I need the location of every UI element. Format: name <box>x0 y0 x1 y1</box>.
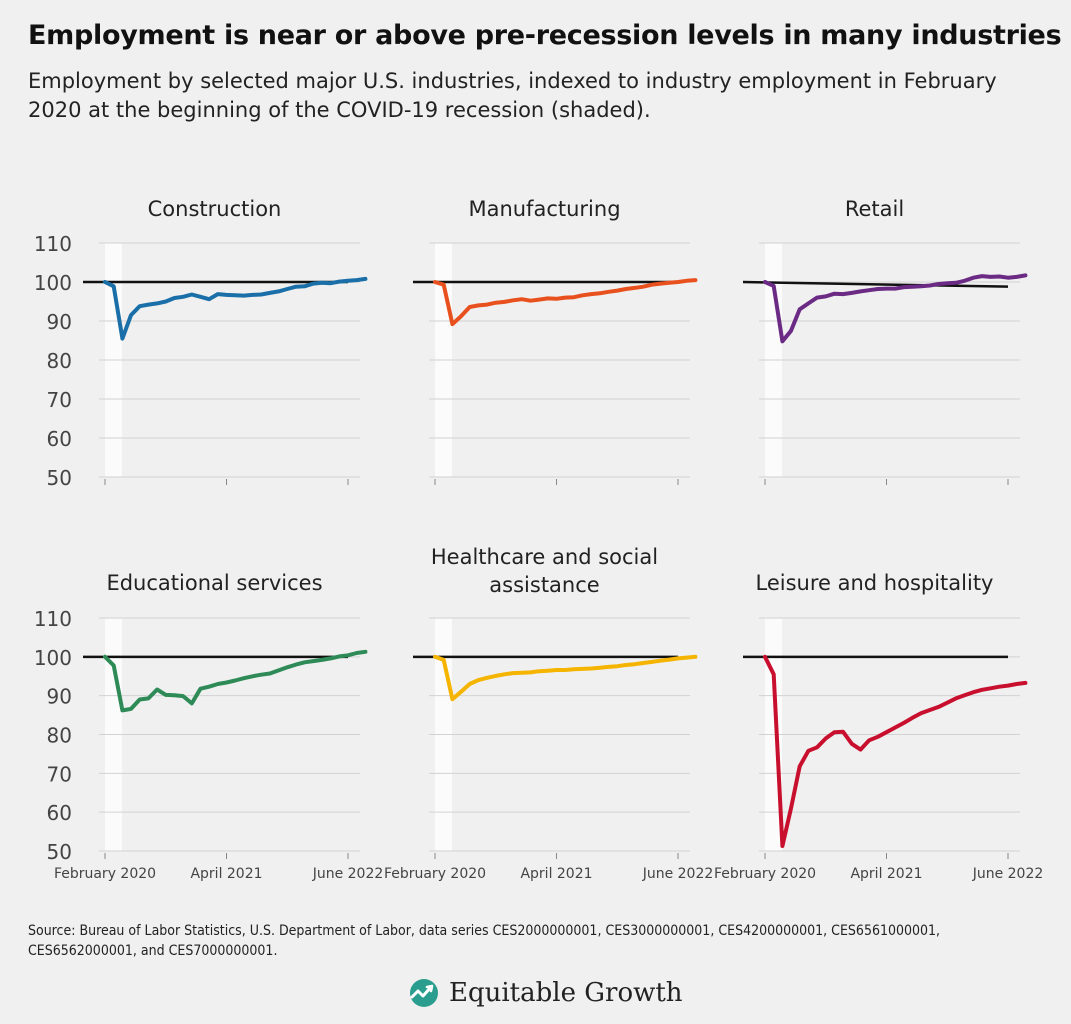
y-tick-label: 90 <box>47 685 72 709</box>
x-tick-label: April 2021 <box>520 866 592 882</box>
y-tick-label: 50 <box>47 840 72 864</box>
panel-title: Retail <box>845 197 904 221</box>
y-tick-label: 50 <box>47 466 72 490</box>
x-tick-label: April 2021 <box>190 866 262 882</box>
panel-title: Healthcare and social <box>431 545 658 569</box>
y-tick-label: 110 <box>34 607 72 631</box>
y-tick-label: 100 <box>34 271 72 295</box>
chart-panel: Manufacturing <box>413 197 698 485</box>
brand-logo: Equitable Growth <box>407 978 683 1008</box>
y-tick-label: 110 <box>34 232 72 256</box>
panel-title: assistance <box>489 573 599 597</box>
chart-panel: Retail <box>742 197 1028 485</box>
y-tick-label: 60 <box>47 427 72 451</box>
y-tick-label: 100 <box>34 646 72 670</box>
chart-panel: February 2020 April 2021 June 2022 Healthca… <box>384 545 713 882</box>
series-line <box>103 276 368 341</box>
chart-subtitle: Employment by selected major U.S. indust… <box>28 69 997 122</box>
x-tick-label: February 2020 <box>384 866 486 882</box>
panel-title: Manufacturing <box>468 197 620 221</box>
x-tick-label: April 2021 <box>850 866 922 882</box>
chart-panel: 110 100 90 80 70 60 50 Construction <box>34 197 368 490</box>
x-tick-label: February 2020 <box>54 866 156 882</box>
panel-title: Educational services <box>106 571 322 595</box>
x-tick-label: June 2022 <box>972 866 1044 882</box>
y-tick-label: 60 <box>47 801 72 825</box>
chart-panel: 110 100 90 80 70 60 50 February 2020 April 2021 J… <box>34 571 383 882</box>
y-tick-label: 70 <box>47 762 72 786</box>
series-line <box>433 278 698 327</box>
wave-growth-icon <box>410 979 438 1007</box>
y-tick-label: 80 <box>47 349 72 373</box>
series-line <box>433 654 698 702</box>
panel-title: Construction <box>148 197 282 221</box>
panel-title: Leisure and hospitality <box>756 571 994 595</box>
source-note: Source: Bureau of Labor Statistics, U.S.… <box>28 923 941 959</box>
x-tick-label: February 2020 <box>714 866 816 882</box>
chart-title: Employment is near or above pre-recessio… <box>28 20 1062 51</box>
series-line <box>763 654 1028 848</box>
y-tick-label: 70 <box>47 388 72 412</box>
brand-name: Equitable Growth <box>449 978 683 1008</box>
reference-line-100 <box>742 280 1009 288</box>
chart-panel: February 2020 April 2021 June 2022 Leisure … <box>714 571 1043 882</box>
y-tick-label: 80 <box>47 724 72 748</box>
series-line <box>103 649 368 713</box>
x-tick-label: June 2022 <box>642 866 714 882</box>
series-line <box>763 273 1028 344</box>
x-tick-label: June 2022 <box>312 866 384 882</box>
y-tick-label: 90 <box>47 310 72 334</box>
